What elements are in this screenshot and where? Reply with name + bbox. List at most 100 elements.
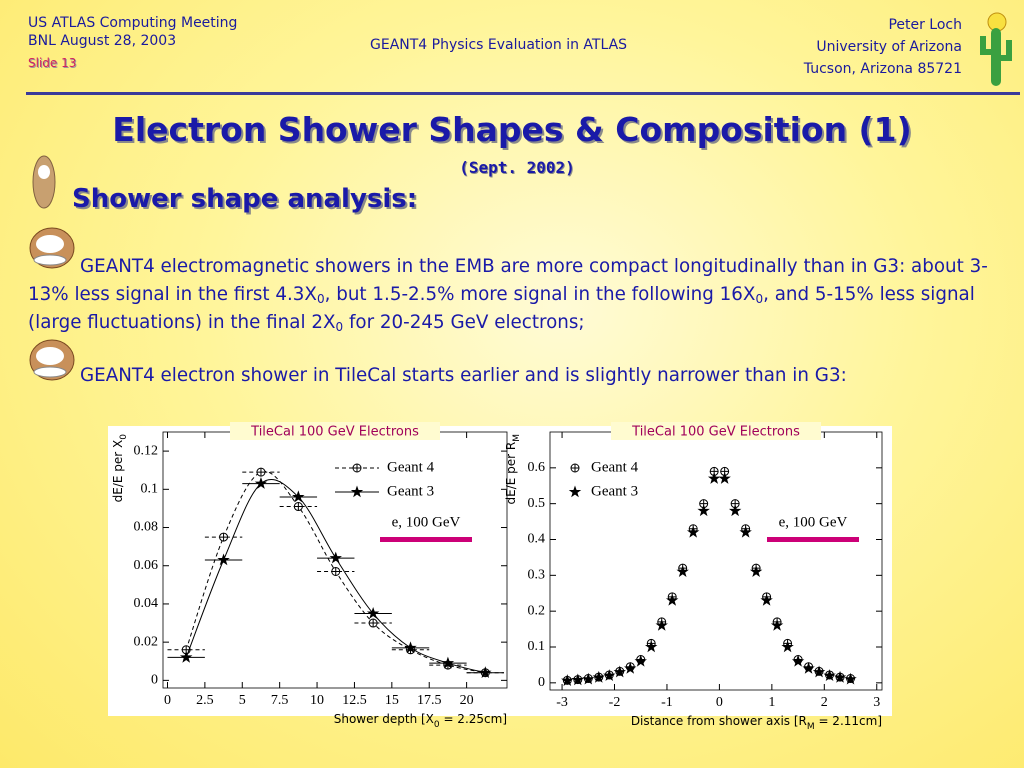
- annotation: e, 100 GeV: [392, 514, 461, 530]
- data-point: [592, 670, 605, 683]
- data-point: [582, 672, 595, 685]
- data-point: [699, 499, 709, 509]
- data-point: [404, 641, 417, 654]
- text-run: Shower depth [X: [334, 712, 434, 726]
- header-center: GEANT4 Physics Evaluation in ATLAS: [370, 37, 628, 53]
- y-tick-label: 0.06: [134, 558, 159, 573]
- chart-title-bg: [611, 422, 821, 440]
- data-point: [823, 669, 836, 681]
- data-point: [368, 618, 378, 628]
- chart-title: TileCal 100 GeV Electrons: [250, 425, 419, 440]
- y-tick-label: 0.1: [528, 639, 546, 654]
- text-run: dE/E per R: [504, 442, 518, 505]
- data-point: [718, 472, 731, 484]
- section-heading: Shower shape analysis:: [72, 184, 418, 214]
- data-point: [728, 504, 742, 517]
- legend-marker: [568, 485, 582, 498]
- data-point: [686, 525, 700, 538]
- x-tick-label: -3: [556, 695, 568, 710]
- y-tick-label: 0.12: [134, 443, 159, 458]
- data-point: [571, 673, 585, 686]
- text-run: dE/E per X: [111, 440, 125, 503]
- y-tick-label: 0.5: [528, 496, 546, 511]
- x-tick-label: 0: [716, 695, 723, 710]
- bullet-icon: [29, 339, 75, 381]
- series-line: [185, 478, 486, 674]
- data-point: [655, 618, 668, 631]
- y-tick-label: 0.4: [528, 532, 546, 547]
- bullet-text: GEANT4 electron shower in TileCal starts…: [28, 362, 998, 390]
- legend-label: Geant 4: [387, 459, 435, 475]
- cactus-icon: [980, 12, 1012, 86]
- x-tick-label: 3: [873, 695, 880, 710]
- x-tick-label: 12.5: [342, 693, 367, 708]
- text-run: for 20-245 GeV electrons;: [343, 312, 585, 333]
- x-tick-label: 2: [821, 695, 828, 710]
- data-point: [624, 661, 637, 674]
- y-tick-label: 0.08: [134, 520, 159, 535]
- text-run: GEANT4 electromagnetic showers in the EM…: [28, 256, 988, 305]
- bullet-text: GEANT4 electromagnetic showers in the EM…: [28, 253, 998, 337]
- data-point: [844, 672, 857, 685]
- y-tick-label: 0.6: [528, 460, 546, 475]
- x-tick-label: 15: [385, 693, 399, 708]
- text-run: = 2.25cm]: [440, 712, 507, 726]
- y-tick-label: 0.02: [134, 634, 159, 649]
- y-axis-label: dE/E per X0: [111, 434, 129, 503]
- data-point: [217, 553, 230, 566]
- x-tick-label: 17.5: [417, 693, 442, 708]
- subscript: 0: [316, 292, 325, 306]
- data-point: [791, 654, 805, 667]
- header-line: Peter Loch: [888, 17, 962, 33]
- data-point: [293, 502, 303, 511]
- y-tick-label: 0: [151, 673, 158, 688]
- data-point: [812, 665, 826, 678]
- data-point: [833, 670, 847, 683]
- chart-panel: [500, 426, 892, 716]
- data-point: [802, 661, 815, 674]
- slide-number: Slide 13: [28, 56, 77, 70]
- text-run: , but 1.5-2.5% more signal in the follow…: [324, 284, 756, 305]
- data-point: [781, 640, 794, 653]
- x-axis-label: Shower depth [X0 = 2.25cm]: [334, 712, 507, 730]
- data-point: [561, 674, 574, 686]
- subscript: 0: [434, 720, 440, 730]
- x-tick-label: 5: [239, 693, 246, 708]
- data-point: [179, 650, 193, 663]
- legend-label: Geant 4: [591, 459, 639, 475]
- legend-marker: [570, 463, 580, 473]
- chart-panel: [108, 426, 510, 716]
- x-tick-label: 2.5: [196, 693, 214, 708]
- text-run: Distance from shower axis [R: [631, 714, 807, 728]
- header-rule: [26, 92, 1020, 95]
- x-tick-label: 20: [460, 693, 474, 708]
- data-point: [707, 472, 721, 484]
- annotation-bar: [767, 537, 859, 542]
- header-left: US ATLAS Computing Meeting BNL August 28…: [28, 14, 237, 72]
- x-tick-label: 0: [164, 693, 171, 708]
- data-point: [739, 525, 752, 538]
- data-point: [254, 477, 268, 489]
- data-point: [770, 618, 784, 631]
- data-point: [613, 665, 626, 678]
- annotation: e, 100 GeV: [779, 514, 848, 530]
- x-tick-label: 7.5: [271, 693, 289, 708]
- data-point: [256, 467, 266, 477]
- data-point: [292, 490, 305, 503]
- y-tick-label: 0.1: [141, 482, 159, 497]
- subscript: M: [512, 434, 522, 442]
- data-point: [441, 656, 455, 669]
- data-point: [331, 566, 341, 576]
- data-point: [697, 504, 710, 517]
- chart-title-bg: [230, 422, 440, 440]
- y-tick-label: 0.2: [528, 603, 546, 618]
- y-axis-label: dE/E per RM: [504, 434, 522, 505]
- legend-marker: [352, 463, 362, 473]
- data-point: [603, 669, 616, 681]
- x-tick-label: -1: [661, 695, 673, 710]
- legend-label: Geant 3: [591, 483, 638, 499]
- legend-label: Geant 3: [387, 483, 434, 499]
- subscript: 0: [335, 320, 344, 334]
